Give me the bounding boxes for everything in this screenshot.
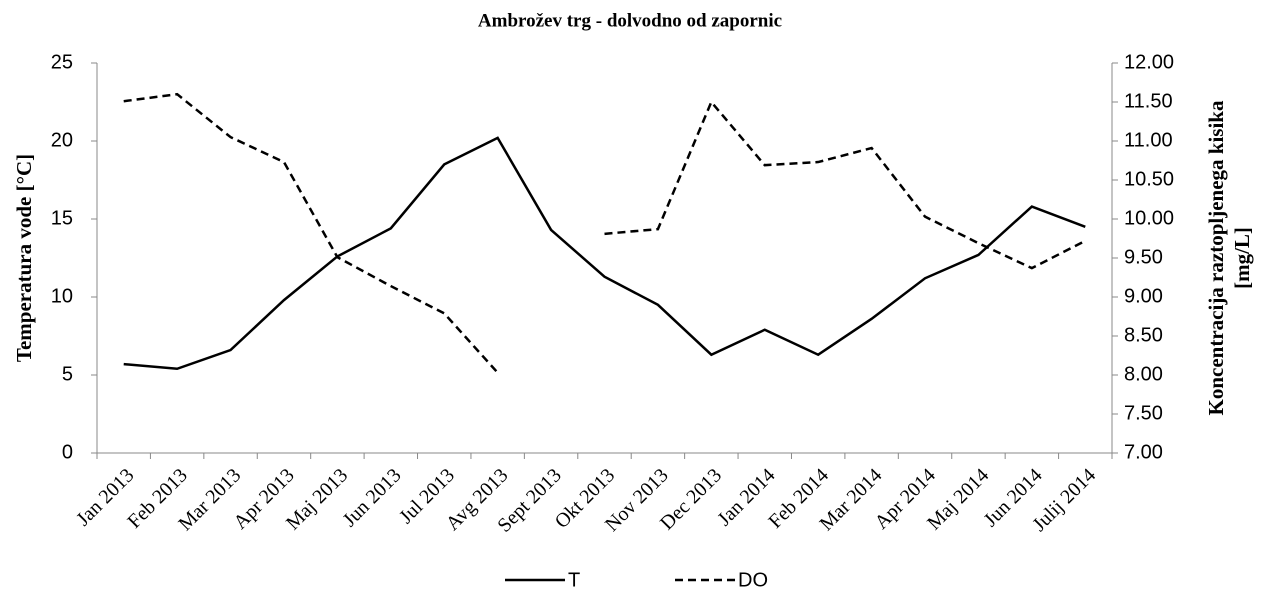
y2-tick-label: 12.00 [1124,51,1174,73]
y2-tick-label: 9.00 [1124,285,1163,307]
y-tick-label: 10 [51,285,73,307]
y2-tick-label: 9.50 [1124,246,1163,268]
y2-tick-label: 10.50 [1124,168,1174,190]
y-tick-label: 15 [51,207,73,229]
legend-label: DO [738,569,768,591]
y2-tick-label: 8.50 [1124,324,1163,346]
y2-tick-label: 7.50 [1124,402,1163,424]
y2-axis-label: [mg/L] [1230,227,1254,289]
y-axis-label: Temperatura vode [°C] [12,154,36,362]
y-tick-label: 20 [51,129,73,151]
y2-tick-label: 7.00 [1124,441,1163,463]
x-tick-label: Jun 2013 [339,464,406,531]
y-tick-label: 25 [51,51,73,73]
chart-title: Ambrožev trg - dolvodno od zapornic [478,10,782,31]
y2-tick-label: 11.00 [1124,129,1173,151]
y2-tick-label: 11.50 [1124,90,1173,112]
y-tick-label: 5 [62,363,73,385]
series-line [123,92,1086,374]
y2-tick-label: 8.00 [1124,363,1163,385]
legend-label: T [568,569,580,591]
y2-tick-label: 10.00 [1124,207,1174,229]
y2-axis-label: Koncentracija raztopljenega kisika [1204,100,1228,415]
y-tick-label: 0 [62,441,73,463]
series-line [123,136,1086,371]
